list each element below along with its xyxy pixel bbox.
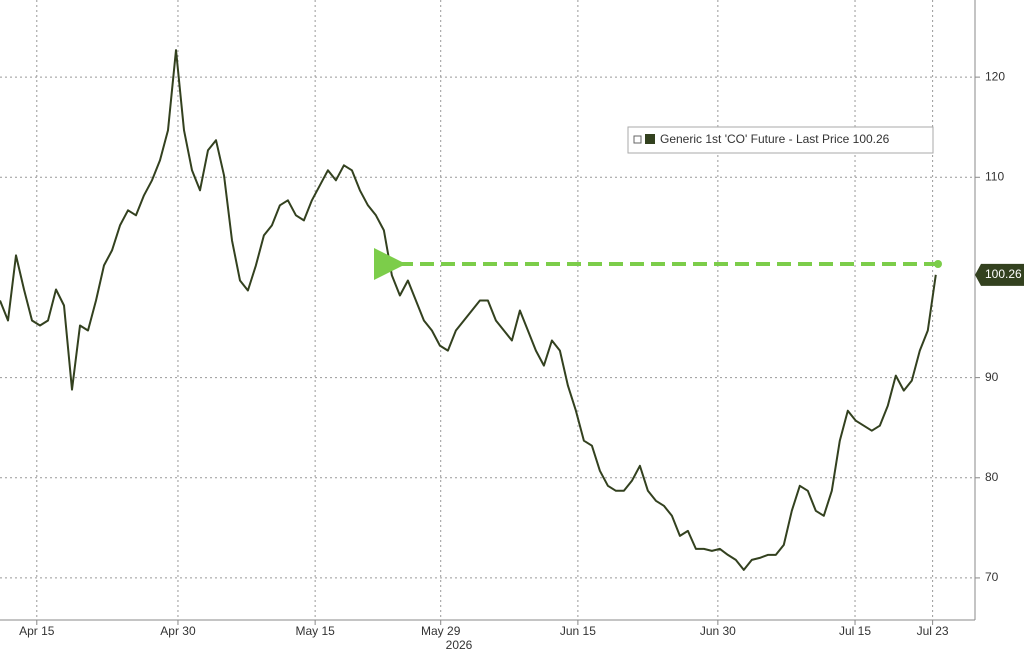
x-tick-label: May 29	[421, 624, 461, 638]
x-axis-label: 2026	[446, 638, 473, 651]
x-tick-label: Jul 15	[839, 624, 871, 638]
last-price-box	[975, 263, 1024, 286]
y-tick-label: 120	[985, 69, 1005, 83]
x-tick-label: Jun 15	[560, 624, 596, 638]
annotation-dot	[934, 260, 942, 268]
price-line	[0, 49, 937, 571]
y-tick-label: 90	[985, 370, 999, 384]
x-tick-label: May 15	[295, 624, 335, 638]
last-price-label: 100.26	[985, 267, 1022, 281]
legend-swatch	[645, 134, 655, 144]
y-tick-label: 80	[985, 470, 999, 484]
y-tick-label: 70	[985, 570, 999, 584]
x-tick-label: Apr 15	[19, 624, 55, 638]
x-tick-label: Jun 30	[700, 624, 736, 638]
legend-box	[627, 126, 934, 154]
legend-toggle	[633, 135, 642, 144]
y-tick-label: 110	[985, 169, 1004, 183]
x-tick-label: Jul 23	[917, 624, 949, 638]
legend-label: Generic 1st 'CO' Future - Last Price 100…	[660, 132, 890, 146]
x-tick-label: Apr 30	[160, 624, 196, 638]
legend: Generic 1st 'CO' Future - Last Price 100…	[627, 126, 934, 154]
